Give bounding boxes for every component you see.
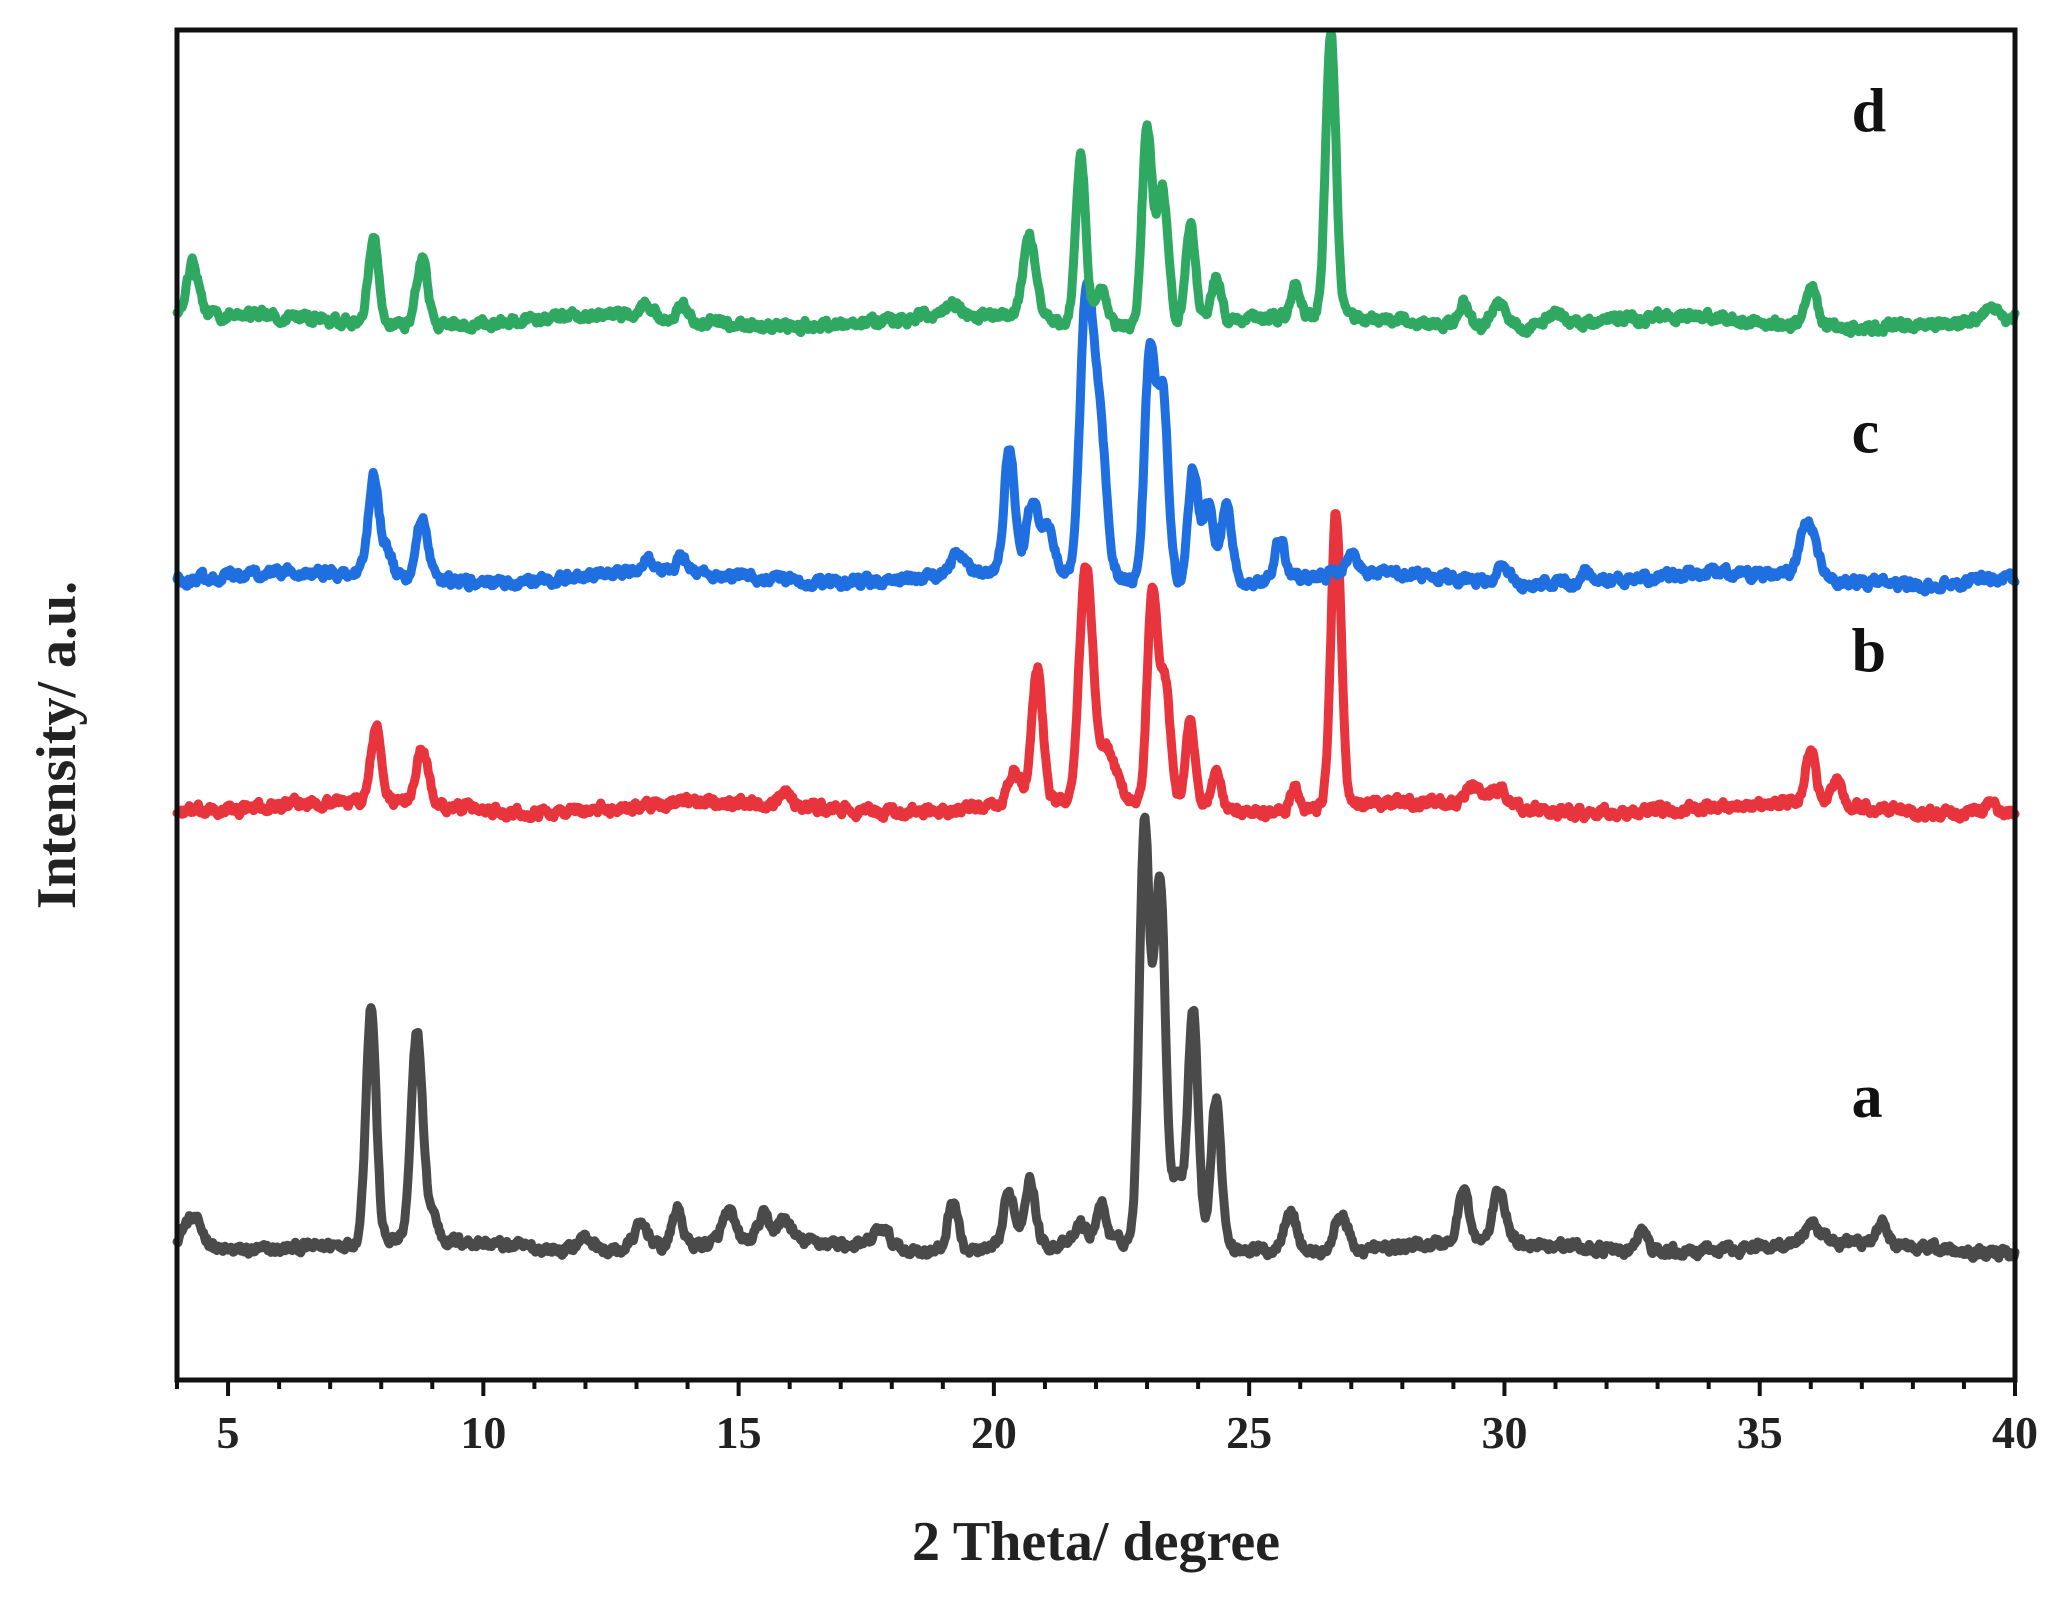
series-a-label: a (1852, 1063, 1883, 1131)
series-labels: a b c d (1852, 77, 1886, 1131)
x-axis-ticks: 5 10 15 20 25 30 35 40 (175, 1380, 2038, 1458)
x-tick-label: 35 (1737, 1407, 1783, 1458)
x-axis-title: 2 Theta/ degree (912, 1511, 1280, 1573)
x-tick-label: 30 (1481, 1407, 1527, 1458)
y-axis-title: Intensity/ a.u. (26, 581, 88, 909)
series-a-line (172, 812, 2020, 1263)
series-c-label: c (1852, 399, 1880, 467)
series-d-line (172, 28, 2020, 338)
series-b-line (172, 509, 2020, 824)
series-b-label: b (1852, 617, 1886, 685)
x-tick-label: 20 (971, 1407, 1017, 1458)
x-tick-label: 40 (1992, 1407, 2038, 1458)
x-tick-label: 25 (1226, 1407, 1272, 1458)
series-traces (172, 28, 2020, 1263)
series-d-label: d (1852, 77, 1886, 145)
x-tick-label: 5 (217, 1407, 240, 1458)
x-tick-label: 10 (460, 1407, 506, 1458)
series-c-line (172, 277, 2020, 597)
x-tick-label: 15 (716, 1407, 762, 1458)
